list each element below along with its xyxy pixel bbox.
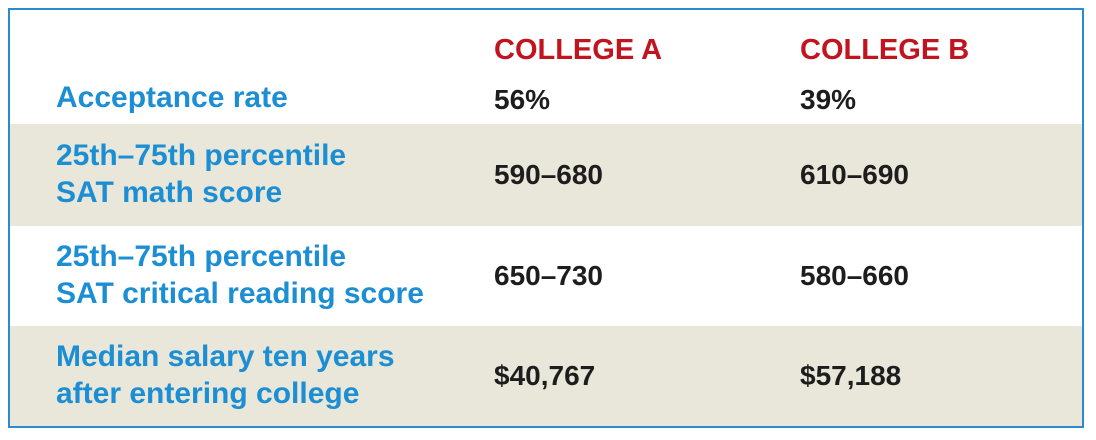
row-label-line: 25th–75th percentile: [56, 240, 347, 273]
row-label-line: SAT critical reading score: [56, 277, 424, 310]
table-row-sat-math: 25th–75th percentile SAT math score 590–…: [10, 124, 1082, 226]
row-label: 25th–75th percentile SAT math score: [56, 137, 346, 211]
college-b-value: 610–690: [800, 159, 910, 190]
row-label-line: SAT math score: [56, 176, 283, 209]
college-b-value: $57,188: [800, 360, 902, 391]
comparison-table: COLLEGE A COLLEGE B Acceptance rate 56% …: [8, 8, 1084, 428]
header-college-a: COLLEGE A: [494, 34, 663, 66]
row-label: 25th–75th percentile SAT critical readin…: [56, 238, 424, 312]
table-row-sat-reading: 25th–75th percentile SAT critical readin…: [10, 226, 1082, 326]
college-a-value: 590–680: [494, 159, 604, 190]
college-a-value: 650–730: [494, 260, 604, 291]
college-b-value: 580–660: [800, 260, 910, 291]
row-label-line: after entering college: [56, 377, 360, 410]
header-college-b: COLLEGE B: [800, 34, 970, 66]
row-label-line: 25th–75th percentile: [56, 139, 347, 172]
table-row-acceptance-rate: Acceptance rate 56% 39%: [10, 74, 1082, 124]
college-b-value: 39%: [800, 84, 857, 115]
college-a-value: 56%: [494, 84, 551, 115]
row-label: Acceptance rate: [56, 79, 288, 116]
row-label: Median salary ten years after entering c…: [56, 338, 395, 412]
row-label-line: Median salary ten years: [56, 340, 395, 373]
college-a-value: $40,767: [494, 360, 596, 391]
row-label-line: Acceptance rate: [56, 81, 288, 114]
table-row-median-salary: Median salary ten years after entering c…: [10, 326, 1082, 426]
